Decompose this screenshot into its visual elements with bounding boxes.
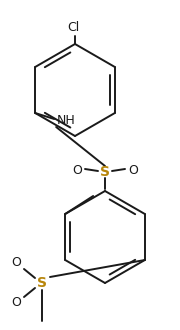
Text: S: S xyxy=(37,276,47,290)
Text: NH: NH xyxy=(57,115,76,127)
Text: O: O xyxy=(128,163,138,177)
Text: O: O xyxy=(11,256,21,270)
Text: S: S xyxy=(100,165,110,179)
Text: O: O xyxy=(72,163,82,177)
Text: O: O xyxy=(11,296,21,310)
Text: Cl: Cl xyxy=(67,21,79,34)
